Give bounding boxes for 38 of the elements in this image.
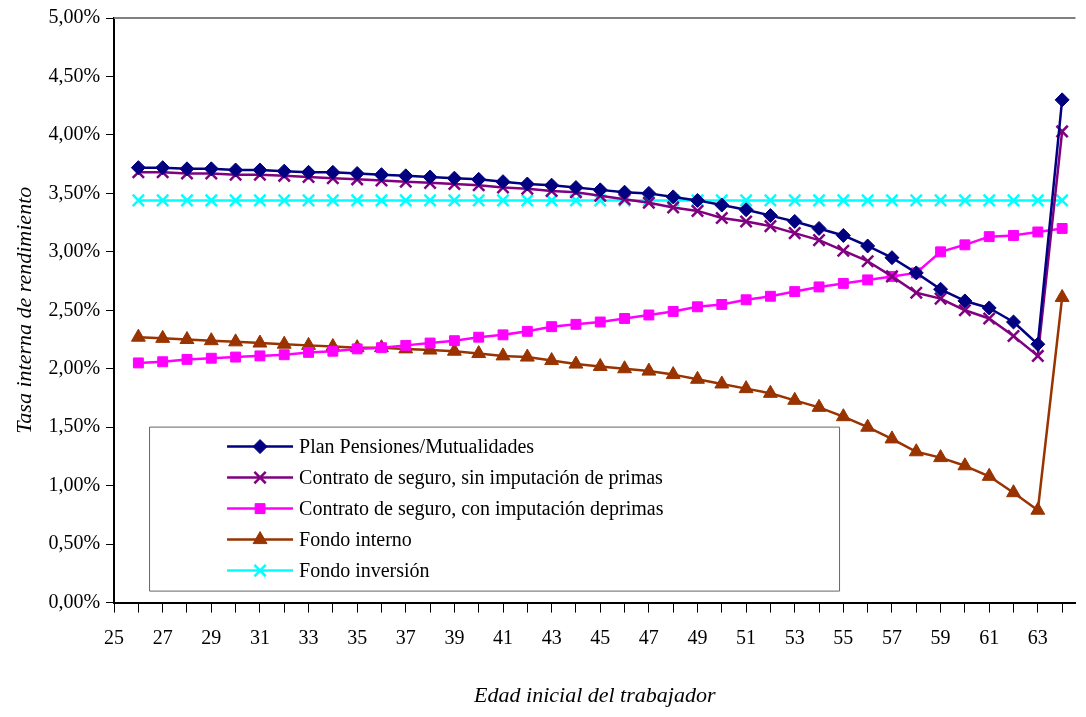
y-tick-label: 2,00%	[48, 356, 101, 379]
y-tick-label: 5,00%	[48, 5, 101, 28]
x-tick-label: 39	[444, 625, 465, 648]
x-tick-label: 59	[930, 625, 951, 648]
x-tick-label: 43	[541, 625, 562, 648]
x-tick-label: 51	[736, 625, 757, 648]
x-tick-label: 57	[881, 625, 902, 648]
x-tick-label: 41	[493, 625, 514, 648]
y-tick-label: 0,00%	[48, 589, 101, 612]
x-axis-title: Edad inicial del trabajador	[473, 681, 716, 707]
x-tick-label: 27	[152, 625, 173, 648]
y-tick-label: 3,00%	[48, 239, 101, 262]
y-tick-label: 4,00%	[48, 122, 101, 145]
x-tick-label: 25	[104, 625, 125, 648]
x-tick-label: 29	[201, 625, 222, 648]
legend-label: Plan Pensiones/Mutualidades	[299, 434, 535, 457]
y-tick-label: 1,00%	[48, 472, 101, 495]
x-tick-label: 45	[590, 625, 611, 648]
x-tick-label: 53	[784, 625, 805, 648]
x-tick-label: 35	[347, 625, 368, 648]
x-tick-label: 61	[979, 625, 1000, 648]
x-tick-label: 47	[638, 625, 659, 648]
y-tick-label: 0,50%	[48, 531, 101, 554]
legend-label: Contrato de seguro, con imputación deprimas	[299, 496, 664, 520]
x-tick-label: 33	[298, 625, 319, 648]
x-tick-label: 49	[687, 625, 708, 648]
y-tick-label: 1,50%	[48, 414, 101, 437]
y-axis-title: Tasa interna de rendimiento	[10, 186, 36, 434]
y-tick-label: 2,50%	[48, 297, 101, 320]
legend-label: Contrato de seguro, sin imputación de primas	[299, 465, 664, 489]
legend-label: Fondo inversión	[299, 558, 430, 581]
x-tick-label: 63	[1027, 625, 1048, 648]
x-tick-label: 31	[249, 625, 270, 648]
legend-label: Fondo interno	[299, 527, 412, 550]
x-tick-label: 37	[395, 625, 416, 648]
x-tick-label: 55	[833, 625, 854, 648]
y-tick-label: 3,50%	[48, 180, 101, 203]
y-tick-label: 4,50%	[48, 63, 101, 86]
